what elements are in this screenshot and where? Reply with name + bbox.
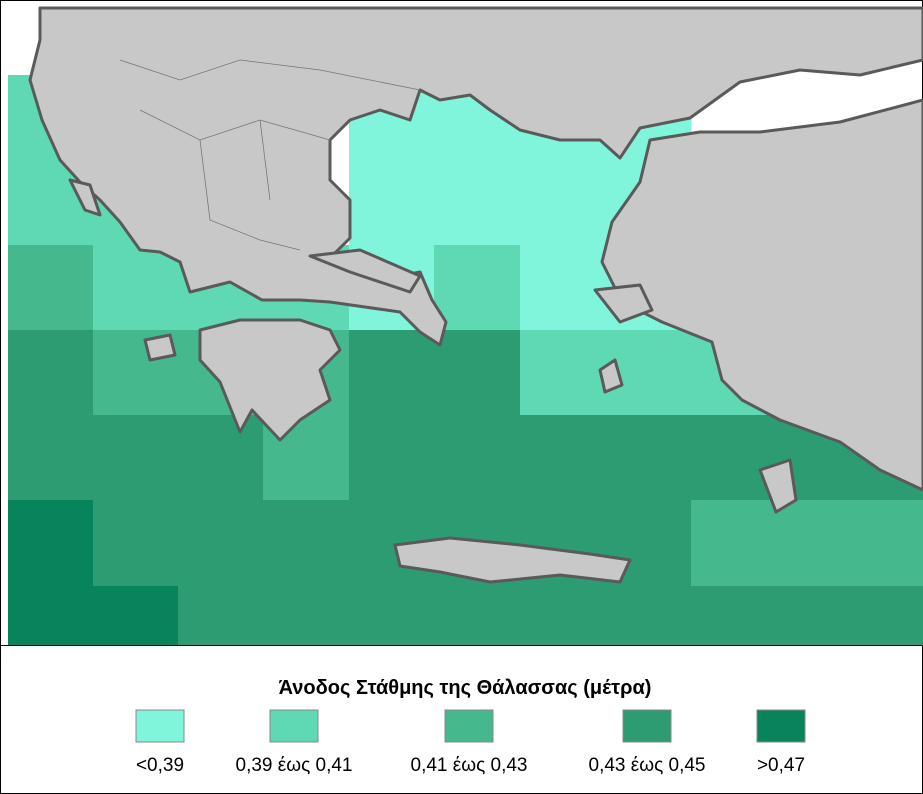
sea-cell [349,586,435,646]
sea-cell [178,500,264,587]
sea-cell [349,330,435,416]
sea-cell [691,586,777,646]
sea-cell [776,500,863,587]
sea-cell [93,500,179,587]
peloponnese [198,318,342,442]
sea-cell [520,160,606,246]
rhodes [758,458,798,514]
sea-cell [862,586,923,646]
sea-cell [862,500,923,587]
sea-cell [8,415,94,501]
sea-cell [93,586,179,646]
land [28,6,923,584]
sea-cell [434,160,521,246]
sea-cell [349,160,435,246]
sea-cell [520,245,606,331]
sea-cell [178,415,264,501]
sea-cell [263,586,350,646]
lesbos [593,283,654,324]
sea-cell [434,330,521,416]
sea-cell [8,330,94,416]
sea-cell [776,586,863,646]
legend-swatch [622,709,672,743]
sea-cell [434,586,521,646]
legend: <0,39 0,39 έως 0,41 0,41 έως 0,43 0,43 έως … [135,709,806,776]
legend-swatch [269,709,319,743]
sea-cell [93,415,179,501]
admin-borders [119,59,421,251]
sea-cell [605,415,692,501]
legend-title: Άνοδος Στάθμης της Θάλασσας (μέτρα) [279,677,652,699]
chios [598,358,624,394]
sea-cell [349,415,435,501]
legend-swatch [756,709,806,743]
crete [393,536,632,584]
legend-swatch [444,709,494,743]
sea-cell [434,245,521,331]
sea-cell [605,586,692,646]
legend-label: >0,47 [757,755,805,776]
kefalonia [143,333,177,362]
sea-cell [434,415,521,501]
corfu [68,178,102,217]
sea-cell [8,586,94,646]
legend-label: 0,41 έως 0,43 [411,755,528,776]
legend-label: <0,39 [136,755,184,776]
sea-cell [691,500,777,587]
sea-cell [691,415,777,501]
sea-cell [8,500,94,587]
sea-cell [520,586,606,646]
sea-cell [263,500,350,587]
anatolia [600,98,923,492]
sea-cell [520,415,606,501]
sea-cell [8,245,94,331]
sea-cell [178,586,264,646]
sea-cell [93,245,179,331]
legend-label: 0,43 έως 0,45 [589,755,706,776]
legend-swatch [135,709,185,743]
euboea [308,248,422,294]
legend-label: 0,39 έως 0,41 [236,755,353,776]
sea-cell [520,330,606,416]
